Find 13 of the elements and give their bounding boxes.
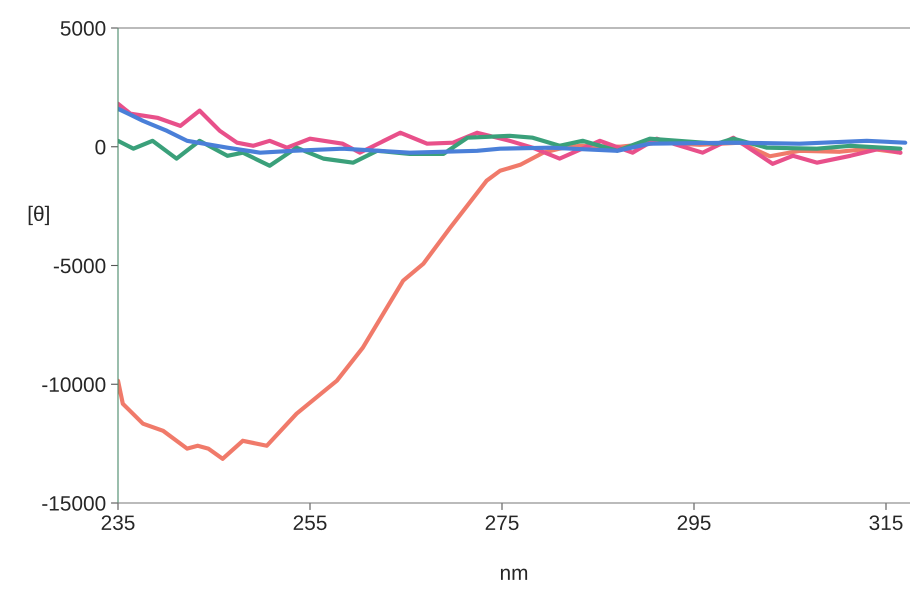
x-tick-label: 315 xyxy=(869,515,903,530)
x-tick-label: 255 xyxy=(294,515,327,530)
y-tick-label: -15000 xyxy=(42,496,106,511)
y-tick-label: -10000 xyxy=(42,377,106,392)
x-axis-title: nm xyxy=(500,568,528,580)
line-series xyxy=(118,106,908,155)
y-tick-label: 0 xyxy=(95,140,106,155)
x-tick-label: 295 xyxy=(678,515,711,530)
x-tick-label: 275 xyxy=(486,515,519,530)
y-axis-title: [θ] xyxy=(28,206,49,226)
y-tick-label: -5000 xyxy=(54,258,106,274)
y-tick-label: 5000 xyxy=(60,21,106,36)
x-tick-label: 235 xyxy=(102,515,135,530)
